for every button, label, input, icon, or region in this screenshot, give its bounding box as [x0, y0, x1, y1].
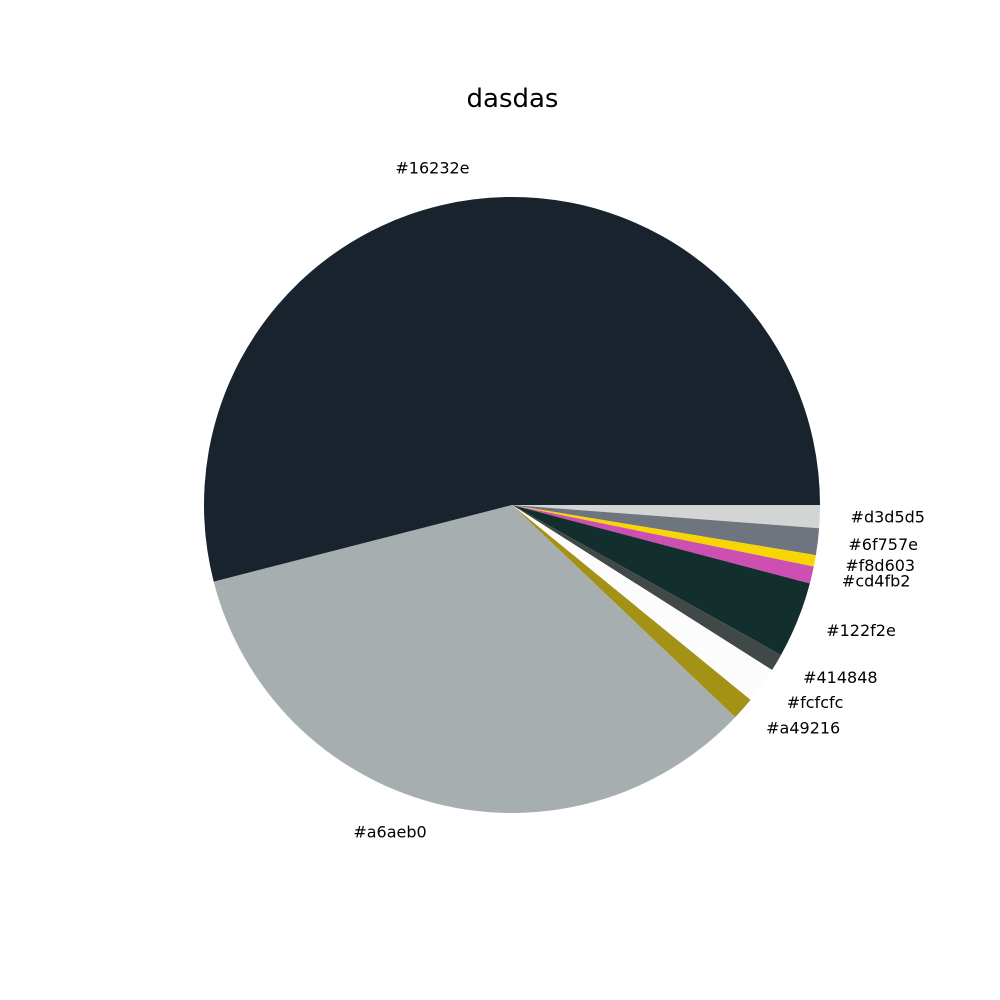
- pie-slices: [203, 196, 820, 813]
- chart-title: dasdas: [466, 84, 559, 114]
- pie-slice-6: [512, 505, 773, 700]
- pie-slice-label-7: #a49216: [766, 719, 840, 738]
- pie-slice-label-9: #16232e: [395, 158, 469, 177]
- pie-slice-9: [203, 196, 820, 582]
- pie-slice-4: [512, 505, 810, 656]
- pie-slice-7: [512, 505, 751, 718]
- pie-slice-5: [512, 505, 781, 671]
- pie-slice-label-3: #cd4fb2: [842, 572, 911, 591]
- pie-slice-1: [512, 505, 820, 556]
- pie-labels: #d3d5d5 #6f757e #f8d603#cd4fb2 #122f2e #4148…: [353, 158, 925, 841]
- pie-slice-label-0: #d3d5d5: [851, 507, 925, 526]
- pie-slice-3: [512, 505, 814, 584]
- pie-slice-label-6: #fcfcfc: [787, 693, 844, 712]
- pie-slice-label-8: #a6aeb0: [353, 822, 426, 841]
- pie-slice-label-2: #f8d603: [845, 556, 915, 575]
- pie-slice-0: [512, 505, 820, 529]
- pie-slice-label-4: #122f2e: [826, 621, 896, 640]
- pie-slice-8: [213, 505, 736, 813]
- pie-slice-2: [512, 505, 816, 567]
- pie-slice-label-1: #6f757e: [848, 535, 918, 554]
- pie-slice-label-5: #414848: [803, 668, 877, 687]
